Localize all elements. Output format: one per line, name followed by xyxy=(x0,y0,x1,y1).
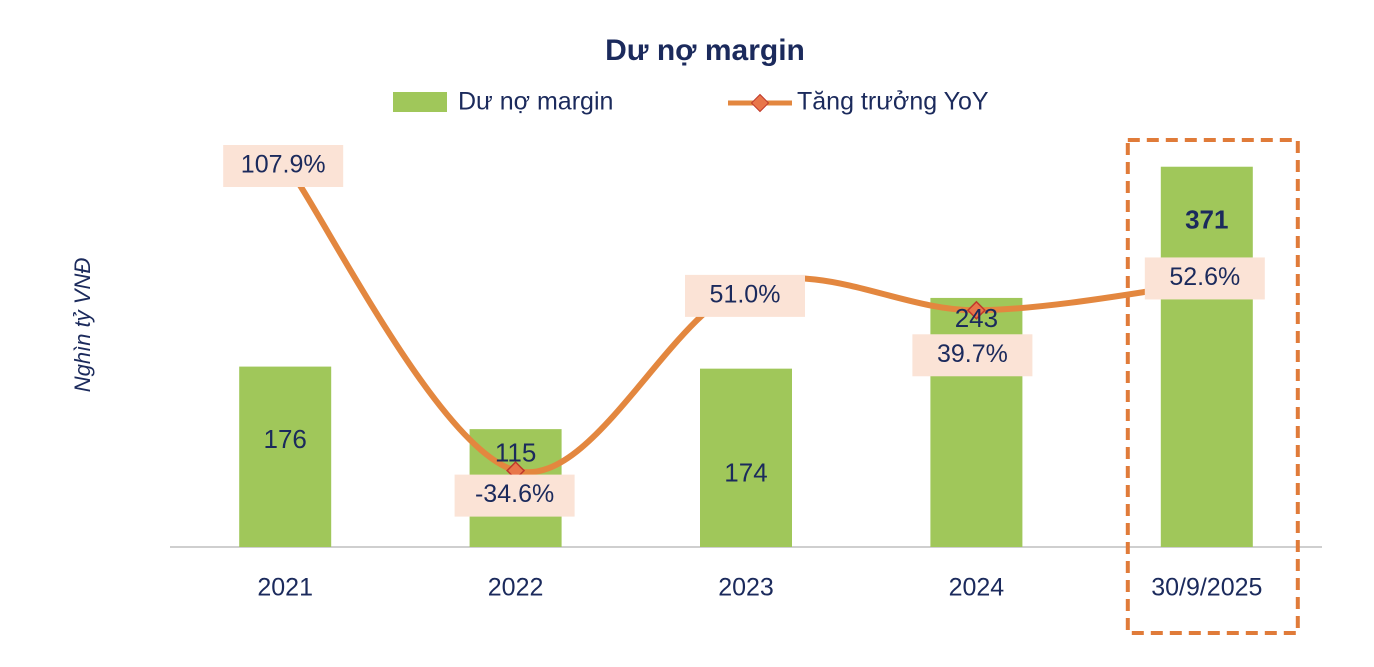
bar-value-label: 371 xyxy=(1185,205,1228,235)
legend-label: Dư nợ margin xyxy=(458,88,613,116)
bar xyxy=(239,366,332,547)
line-label-box xyxy=(223,145,344,187)
line-value-label: -34.6% xyxy=(475,480,554,508)
legend-label: Tăng trưởng YoY xyxy=(797,88,989,116)
line-value-label: 51.0% xyxy=(710,281,781,309)
x-tick-label: 2022 xyxy=(488,574,544,602)
line-label-box xyxy=(1144,257,1265,300)
bar-value-label: 176 xyxy=(264,424,307,454)
line-label-box xyxy=(685,274,805,317)
x-tick-label: 2021 xyxy=(257,574,313,602)
bar-value-label: 243 xyxy=(955,303,998,333)
bar-value-label: 115 xyxy=(495,437,536,467)
legend: Dư nợ margin Tăng trưởng YoY xyxy=(393,88,989,116)
legend-swatch xyxy=(393,92,447,112)
chart-title: Dư nợ margin xyxy=(605,34,805,67)
x-tick-label: 30/9/2025 xyxy=(1151,574,1262,602)
highlight-box xyxy=(1125,138,1300,635)
line-label-box xyxy=(912,334,1033,377)
x-tick-label: 2024 xyxy=(949,574,1005,602)
line-value-label: 39.7% xyxy=(937,340,1008,368)
bar xyxy=(700,368,792,547)
bar-value-label: 174 xyxy=(724,458,767,488)
legend-marker xyxy=(750,93,770,113)
line-value-label: 107.9% xyxy=(241,151,326,179)
line-value-label: 52.6% xyxy=(1169,263,1240,291)
line-label-box xyxy=(454,474,575,517)
y-axis-label: Nghìn tỷ VNĐ xyxy=(70,258,95,393)
bar xyxy=(1160,166,1253,547)
line-marker xyxy=(966,300,986,320)
x-tick-label: 2023 xyxy=(718,574,774,602)
